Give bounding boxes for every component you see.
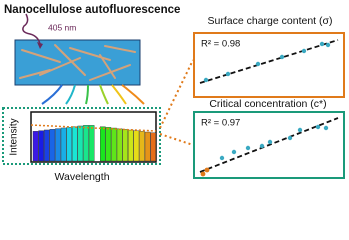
fit-label: R² = 0.97 bbox=[201, 118, 240, 129]
spectrum-bar bbox=[116, 128, 123, 162]
fit-line bbox=[199, 39, 339, 84]
panel-title: Surface charge content (σ) bbox=[208, 15, 333, 27]
spectrum-bar bbox=[105, 127, 112, 162]
figure: Nanocellulose autofluorescence 405 nm In… bbox=[2, 4, 345, 183]
spectrum-bar bbox=[139, 131, 145, 162]
points bbox=[203, 41, 331, 83]
sample bbox=[14, 39, 141, 86]
spectrum-bars bbox=[32, 125, 157, 162]
spectrum-bar bbox=[60, 127, 67, 162]
emission-arrows bbox=[41, 84, 145, 105]
spectrum-bar bbox=[55, 128, 61, 162]
excitation-arrow bbox=[22, 13, 41, 45]
spectrum-bar bbox=[83, 125, 89, 162]
spectrum-bar bbox=[38, 130, 44, 162]
points bbox=[219, 124, 329, 161]
spectrum-bar bbox=[127, 129, 134, 162]
spectrum-bar bbox=[66, 127, 72, 162]
spectrum-frame bbox=[2, 107, 161, 165]
points-outliers bbox=[200, 167, 210, 177]
fit-label: R² = 0.98 bbox=[201, 39, 240, 50]
panel-frame bbox=[193, 32, 345, 98]
spectrum-bar bbox=[122, 129, 128, 162]
spectrum-bar bbox=[144, 131, 151, 162]
connectors bbox=[159, 59, 194, 146]
spectrum-trace bbox=[30, 124, 157, 132]
x-label: Wavelength bbox=[54, 171, 109, 183]
spectrum-bar bbox=[133, 130, 140, 162]
spectrum-bar bbox=[150, 132, 157, 162]
spectrum-bar bbox=[44, 129, 50, 162]
spectrum-bar bbox=[49, 129, 56, 162]
arrow-head bbox=[37, 42, 43, 49]
panel-title: Critical concentration (c*) bbox=[209, 98, 326, 110]
excitation-label: 405 nm bbox=[48, 22, 76, 32]
fit-line bbox=[199, 117, 339, 173]
spectrum-bar bbox=[71, 126, 78, 162]
title: Nanocellulose autofluorescence bbox=[4, 4, 180, 16]
spectrum-bar bbox=[111, 127, 117, 162]
fibers bbox=[19, 44, 136, 81]
y-label: Intensity bbox=[9, 118, 20, 155]
spectrum-bar bbox=[88, 125, 95, 162]
spectrum-bar bbox=[99, 126, 106, 162]
spectrum-bar bbox=[32, 131, 39, 162]
spectrum-bar bbox=[77, 125, 84, 162]
